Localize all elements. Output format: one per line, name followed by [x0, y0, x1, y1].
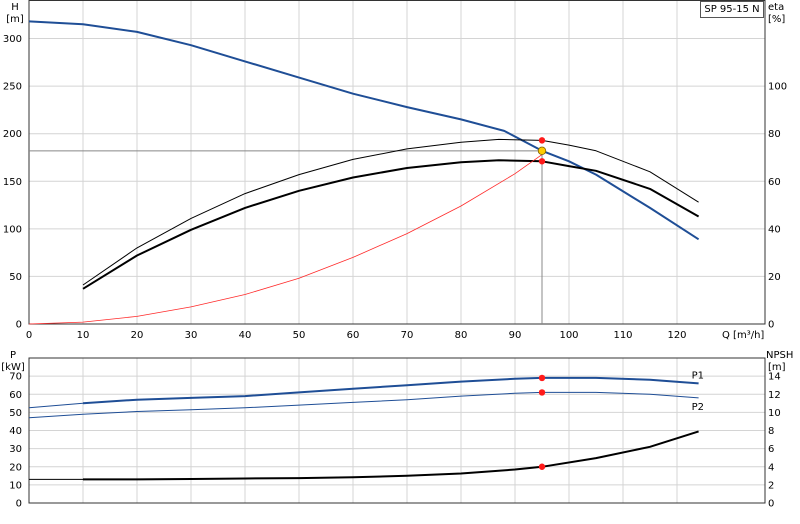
y-tick-label-left: 10	[9, 480, 22, 491]
x-tick-label: 20	[131, 330, 144, 341]
curve-point-marker	[538, 389, 546, 396]
model-label: SP 95-15 N	[700, 1, 764, 18]
y-axis-label-right: eta	[768, 2, 784, 13]
y-tick-label-left: 300	[3, 34, 22, 45]
series-extension-line	[28, 413, 84, 419]
curve-point-marker	[538, 158, 546, 165]
y-tick-label-right: 60	[768, 177, 781, 188]
y-tick-label-left: 20	[9, 462, 22, 473]
curve-point-marker	[538, 463, 546, 470]
x-tick-label: 80	[455, 330, 468, 341]
series-label-P2: P2	[692, 402, 704, 413]
x-tick-label: 50	[293, 330, 306, 341]
series-extension-line	[28, 402, 84, 409]
x-tick-label: 100	[559, 330, 578, 341]
y-tick-label-right: 100	[768, 82, 787, 93]
y-tick-label-right: 12	[768, 390, 781, 401]
y-tick-label-left: 70	[9, 372, 22, 383]
x-tick-label: 70	[401, 330, 414, 341]
y-tick-label-right: 2	[768, 480, 774, 491]
y-tick-label-right: 14	[768, 372, 781, 383]
x-tick-label: 60	[347, 330, 360, 341]
plot-frame	[28, 357, 766, 504]
y-tick-label-right: 80	[768, 129, 781, 140]
y-axis-unit-right: [%]	[768, 14, 785, 25]
x-tick-label: 120	[667, 330, 686, 341]
y-tick-label-right: 6	[768, 444, 774, 455]
series-line-eta_thin	[82, 138, 699, 286]
x-axis-label: Q [m³/h]	[722, 330, 764, 341]
y-tick-label-left: 40	[9, 426, 22, 437]
y-tick-label-left: 30	[9, 444, 22, 455]
y-tick-label-right: 40	[768, 224, 781, 235]
plot-frame	[28, 0, 766, 325]
x-tick-label: 30	[185, 330, 198, 341]
y-axis-label-left: P	[10, 350, 16, 361]
y-axis-label-right: NPSH	[766, 350, 793, 361]
curve-point-marker	[538, 137, 546, 144]
y-axis-label-left: H	[11, 2, 19, 13]
y-tick-label-left: 0	[16, 499, 22, 510]
y-axis-unit-right: [m]	[768, 362, 786, 373]
y-tick-label-left: 50	[9, 408, 22, 419]
series-label-P1: P1	[692, 370, 704, 381]
y-tick-label-left: 250	[3, 82, 22, 93]
duty-point-marker	[537, 146, 547, 156]
y-tick-label-right: 4	[768, 462, 774, 473]
y-tick-label-right: 20	[768, 272, 781, 283]
x-tick-label: 0	[26, 330, 32, 341]
y-tick-label-left: 60	[9, 390, 22, 401]
y-tick-label-right: 0	[768, 499, 774, 510]
y-axis-unit-left: [kW]	[1, 362, 25, 373]
y-tick-label-left: 150	[3, 177, 22, 188]
curve-point-marker	[538, 374, 546, 382]
series-line-P1	[82, 376, 699, 405]
y-tick-label-left: 0	[16, 320, 22, 331]
x-tick-label: 10	[77, 330, 90, 341]
y-tick-label-right: 10	[768, 408, 781, 419]
x-tick-label: 110	[613, 330, 632, 341]
y-tick-label-left: 100	[3, 224, 22, 235]
x-tick-label: 40	[239, 330, 252, 341]
series-line-NPSH	[83, 430, 699, 481]
y-tick-label-left: 200	[3, 129, 22, 140]
y-tick-label-right: 0	[768, 320, 774, 331]
series-line-eta_thick	[82, 159, 700, 290]
series-line-H	[28, 20, 700, 241]
y-tick-label-right: 8	[768, 426, 774, 437]
y-tick-label-left: 50	[9, 272, 22, 283]
y-axis-unit-left: [m]	[6, 14, 24, 25]
x-tick-label: 90	[509, 330, 522, 341]
series-line-P2	[82, 391, 699, 415]
series-line-system	[28, 154, 543, 325]
